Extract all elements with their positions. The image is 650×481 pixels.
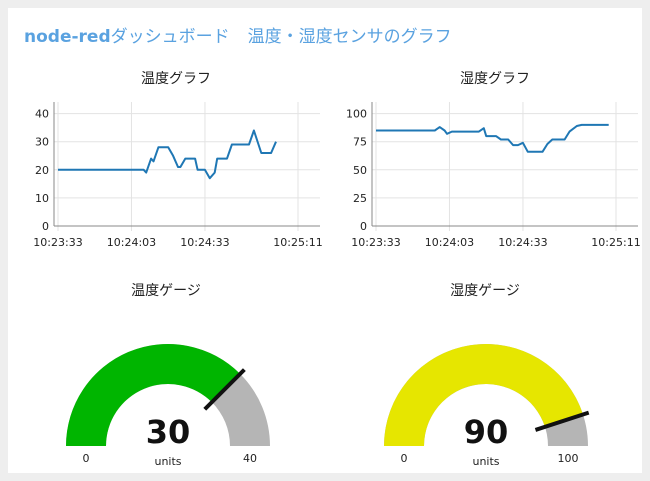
gauge-max-label: 40	[243, 452, 257, 465]
x-tick-label: 10:24:33	[180, 236, 229, 249]
y-tick-label: 75	[353, 136, 367, 149]
temp-chart-title: 温度グラフ	[141, 71, 211, 87]
y-tick-label: 20	[35, 164, 49, 177]
app-name: ダッシュボード	[110, 27, 230, 47]
y-tick-label: 30	[35, 136, 49, 149]
y-tick-label: 25	[353, 192, 367, 205]
gauge-units: units	[472, 455, 499, 468]
gauge-min-label: 0	[83, 452, 90, 465]
brand-name: node-red	[24, 27, 111, 47]
humidity-gauge-title: 湿度ゲージ	[450, 283, 520, 299]
gauge-fill	[66, 344, 241, 446]
y-tick-label: 50	[353, 164, 367, 177]
x-tick-label: 10:25:11	[273, 236, 322, 249]
x-tick-label: 10:23:33	[351, 236, 400, 249]
temperature-gauge: 30 units 0 40	[66, 344, 270, 468]
gauge-value: 90	[464, 413, 509, 451]
series-line	[58, 129, 277, 180]
temperature-chart: 0 10 20 30 40 10:23:33 10:24:03 10:24:33 10:25:1…	[33, 102, 323, 249]
y-tick-label: 100	[346, 108, 367, 121]
y-tick-label: 0	[360, 220, 367, 233]
humidity-chart: 0 25 50 75 100 10:23:33 10:24:03 10:24:33 10:25:…	[346, 102, 641, 249]
gauge-min-label: 0	[401, 452, 408, 465]
x-tick-label: 10:24:33	[498, 236, 547, 249]
humidity-chart-title: 湿度グラフ	[460, 71, 530, 87]
x-tick-label: 10:24:03	[107, 236, 156, 249]
y-tick-label: 0	[42, 220, 49, 233]
x-tick-label: 10:23:33	[33, 236, 82, 249]
gauge-units: units	[154, 455, 181, 468]
dashboard-panel: node-redダッシュボード 温度・湿度センサのグラフ 温度グラフ 0 10 20 3…	[8, 8, 642, 473]
page-subtitle: 温度・湿度センサのグラフ	[247, 27, 452, 47]
y-tick-label: 40	[35, 108, 49, 121]
series-line	[376, 123, 609, 153]
gauge-fill	[384, 344, 584, 446]
humidity-gauge: 90 units 0 100	[384, 344, 590, 468]
dashboard-title: node-redダッシュボード 温度・湿度センサのグラフ	[24, 22, 452, 47]
x-tick-label: 10:25:11	[591, 236, 640, 249]
gauge-needle	[203, 368, 246, 411]
gauge-value: 30	[146, 413, 191, 451]
gauge-max-label: 100	[558, 452, 579, 465]
temp-gauge-title: 温度ゲージ	[131, 283, 201, 299]
gauge-needle	[534, 410, 590, 432]
y-tick-label: 10	[35, 192, 49, 205]
x-tick-label: 10:24:03	[425, 236, 474, 249]
